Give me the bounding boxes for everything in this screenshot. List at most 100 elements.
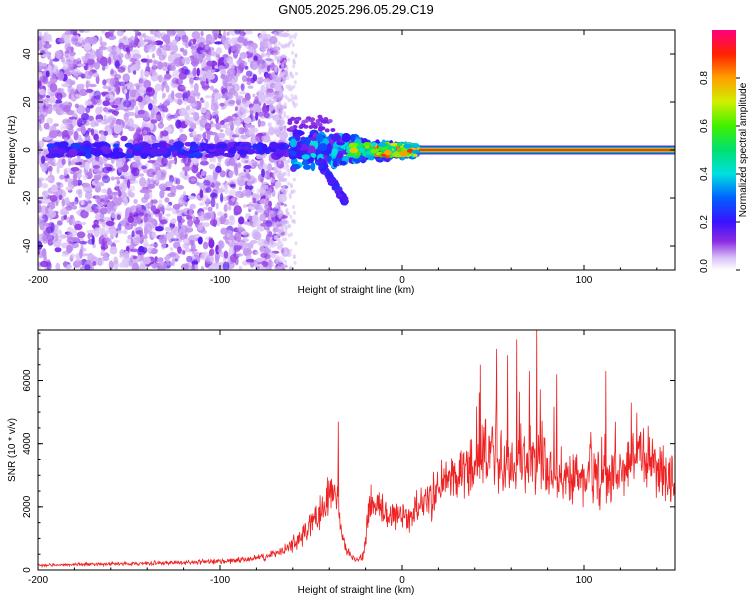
heatmap-cell <box>214 134 220 143</box>
heatmap-cell <box>160 112 166 119</box>
heatmap-cell <box>87 58 95 66</box>
heatmap-cell <box>102 85 109 89</box>
heatmap-cell <box>116 30 124 37</box>
heatmap-cell <box>247 85 254 89</box>
heatmap-cell <box>294 32 298 37</box>
heatmap-cell <box>58 132 62 138</box>
heatmap-cell <box>130 101 135 109</box>
heatmap-cell <box>109 122 115 131</box>
heatmap-cell <box>45 177 52 182</box>
x-tick-label: 100 <box>576 275 593 286</box>
heatmap-cell <box>102 160 107 164</box>
heatmap-cell <box>144 223 153 233</box>
heatmap-cell <box>110 210 116 219</box>
heatmap-cell <box>125 238 133 244</box>
heatmap-cell <box>273 84 277 89</box>
heatmap-cell <box>189 239 195 246</box>
x-tick-label: -200 <box>28 275 48 286</box>
y-tick-label: 0 <box>22 147 33 153</box>
heatmap-cell <box>159 189 165 199</box>
snr-frame <box>37 329 676 571</box>
heatmap-cell <box>214 180 220 189</box>
heatmap-cell <box>147 44 154 47</box>
heatmap-cell <box>164 73 172 80</box>
heatmap-cell <box>274 65 278 70</box>
heatmap-cell <box>184 142 193 147</box>
heatmap-cell <box>267 122 272 128</box>
heatmap-cell <box>284 259 288 264</box>
heatmap-cell <box>217 211 224 217</box>
heatmap-ridge-band <box>411 149 675 151</box>
heatmap-cell <box>236 162 242 169</box>
heatmap-cell <box>93 133 99 141</box>
heatmap-cell <box>258 92 263 99</box>
heatmap-cell <box>289 39 293 44</box>
heatmap-cell <box>58 141 68 149</box>
heatmap-cell <box>189 248 198 252</box>
heatmap-cell <box>38 179 43 188</box>
x-tick-label: -200 <box>28 575 48 586</box>
heatmap-cell <box>66 226 73 232</box>
snr-x-ticks: -200 -100 0 100 <box>28 330 658 586</box>
heatmap-cell <box>231 197 236 203</box>
heatmap-cell <box>250 107 255 111</box>
heatmap-cell <box>215 122 222 130</box>
heatmap-cell <box>189 103 197 107</box>
heatmap-cell <box>290 232 293 237</box>
heatmap-cell <box>175 30 184 34</box>
heatmap-cell <box>84 143 91 150</box>
heatmap-cell <box>101 30 106 34</box>
heatmap-cell <box>39 85 46 90</box>
heatmap-cell <box>87 238 95 245</box>
heatmap-cell <box>131 230 135 238</box>
heatmap-cell <box>54 50 62 59</box>
heatmap-cell <box>66 244 73 254</box>
heatmap-cell <box>149 243 159 247</box>
heatmap-cell <box>200 252 207 261</box>
heatmap-cell <box>50 75 58 84</box>
heatmap-cell <box>83 42 92 51</box>
heatmap-cell <box>289 214 293 219</box>
heatmap-cell <box>253 231 262 241</box>
heatmap-cell <box>384 149 392 156</box>
heatmap-cell <box>238 186 243 191</box>
heatmap-cell <box>76 231 86 239</box>
heatmap-cell <box>278 80 282 85</box>
heatmap-cell <box>46 143 56 149</box>
heatmap-cell <box>45 70 50 78</box>
heatmap-cell <box>292 254 296 259</box>
heatmap-cell <box>151 224 156 232</box>
heatmap-cell <box>278 202 282 207</box>
heatmap-cell <box>403 143 412 149</box>
heatmap-cell <box>73 31 77 36</box>
heatmap-cell <box>276 265 280 270</box>
heatmap-cell <box>275 184 278 189</box>
heatmap-cell <box>244 30 253 35</box>
heatmap-cell <box>182 250 186 255</box>
heatmap-cell <box>316 134 324 142</box>
heatmap-cell <box>396 143 401 147</box>
heatmap-cell <box>258 63 262 70</box>
heatmap-cell <box>100 145 110 152</box>
heatmap-cell <box>127 118 134 128</box>
heatmap-cell <box>392 151 401 158</box>
heatmap-cell <box>48 95 56 104</box>
heatmap-cell <box>200 160 209 166</box>
heatmap-cell <box>276 109 279 114</box>
heatmap-cell <box>283 159 287 164</box>
heatmap-cell <box>56 165 60 174</box>
y-tick-label: 20 <box>22 96 33 108</box>
heatmap-cell <box>158 199 163 206</box>
heatmap-cell <box>206 73 215 80</box>
heatmap-cell <box>252 93 256 98</box>
heatmap-cell <box>56 87 65 94</box>
heatmap-cell <box>132 262 139 270</box>
heatmap-cell <box>177 246 182 254</box>
heatmap-cell <box>268 200 272 208</box>
heatmap-cell <box>265 220 273 227</box>
heatmap-cell <box>172 52 179 58</box>
heatmap-cell <box>282 32 286 37</box>
heatmap-cell <box>116 180 121 185</box>
heatmap-cell <box>151 71 158 81</box>
heatmap-cell <box>86 187 93 190</box>
